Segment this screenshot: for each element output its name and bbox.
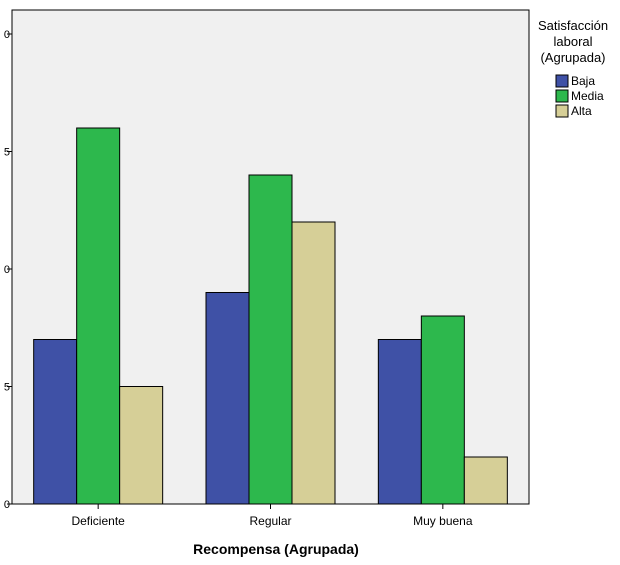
- bars-layer: [33, 127, 508, 505]
- bar-baja-0: [33, 339, 78, 505]
- legend: Satisfacción laboral (Agrupada) BajaMedi…: [538, 18, 608, 118]
- x-axis-ticks: Deficiente Regular Muy buena: [71, 504, 473, 528]
- x-tick-label: Regular: [249, 514, 291, 528]
- bar-media-1: [248, 174, 293, 505]
- bar-alta-0: [119, 386, 164, 505]
- legend-swatch-baja: [555, 74, 569, 88]
- y-tick-label: 0: [4, 499, 10, 511]
- x-tick-label: Deficiente: [71, 514, 125, 528]
- y-axis-ticks: 0 5 0 5 0: [4, 29, 12, 511]
- bar-baja-1: [205, 292, 250, 505]
- bar-baja-2: [377, 339, 422, 505]
- y-tick-label: 0: [4, 264, 10, 276]
- legend-title-line-1: Satisfacción: [538, 18, 608, 33]
- bar-media-0: [76, 127, 121, 505]
- legend-label-alta: Alta: [571, 104, 592, 118]
- legend-swatch-alta: [555, 104, 569, 118]
- y-tick-label: 5: [4, 382, 10, 394]
- legend-title-line-2: laboral: [553, 34, 592, 49]
- bar-media-2: [420, 315, 465, 505]
- y-tick-label: 0: [4, 29, 10, 41]
- legend-title-line-3: (Agrupada): [540, 50, 605, 65]
- y-tick-label: 5: [4, 147, 10, 159]
- legend-label-baja: Baja: [571, 74, 595, 88]
- x-axis-title: Recompensa (Agrupada): [193, 541, 359, 557]
- legend-label-media: Media: [571, 89, 604, 103]
- bar-alta-1: [291, 221, 336, 505]
- bar-alta-2: [463, 456, 508, 505]
- x-tick-label: Muy buena: [413, 514, 473, 528]
- legend-swatch-media: [555, 89, 569, 103]
